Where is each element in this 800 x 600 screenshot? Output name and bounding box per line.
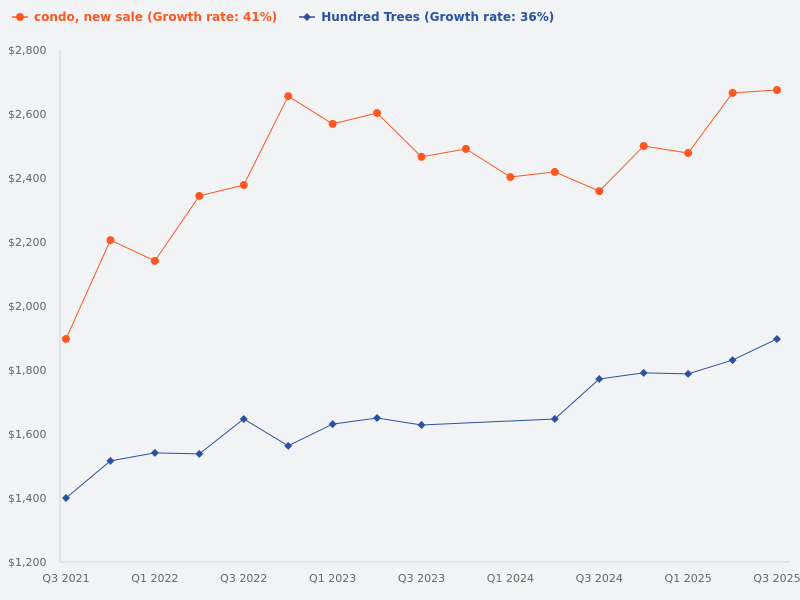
data-point[interactable]	[106, 236, 115, 245]
x-tick-label: Q3 2025	[753, 572, 800, 585]
y-tick-label: $2,400	[8, 172, 47, 185]
data-point[interactable]	[373, 414, 382, 422]
y-tick-label: $1,800	[8, 364, 47, 377]
data-point[interactable]	[62, 334, 70, 343]
data-point[interactable]	[195, 449, 204, 458]
y-tick-label: $1,600	[8, 428, 47, 441]
data-point[interactable]	[639, 368, 648, 377]
x-tick-label: Q1 2023	[309, 572, 356, 585]
y-tick-label: $1,200	[8, 556, 47, 569]
data-point[interactable]	[284, 441, 293, 450]
data-point[interactable]	[728, 356, 737, 365]
data-point[interactable]	[239, 181, 248, 190]
data-point[interactable]	[417, 421, 426, 430]
x-tick-label: Q1 2022	[131, 572, 178, 585]
circle-marker-icon	[12, 13, 28, 21]
data-point[interactable]	[328, 119, 337, 128]
legend: condo, new sale (Growth rate: 41%) Hundr…	[12, 10, 554, 24]
y-tick-label: $2,000	[8, 300, 47, 313]
data-point[interactable]	[106, 456, 115, 465]
legend-item-condo[interactable]: condo, new sale (Growth rate: 41%)	[12, 10, 277, 24]
x-tick-label: Q3 2021	[42, 572, 89, 585]
data-point[interactable]	[595, 374, 604, 383]
data-point[interactable]	[195, 191, 204, 200]
data-point[interactable]	[150, 448, 159, 457]
x-tick-label: Q3 2022	[220, 572, 267, 585]
y-tick-label: $2,200	[8, 236, 47, 249]
data-point[interactable]	[773, 86, 781, 94]
legend-label: condo, new sale (Growth rate: 41%)	[34, 10, 278, 24]
y-tick-label: $1,400	[8, 492, 47, 505]
data-point[interactable]	[550, 167, 559, 176]
data-point[interactable]	[284, 92, 293, 101]
x-tick-label: Q3 2024	[576, 572, 623, 585]
data-point[interactable]	[773, 334, 781, 343]
data-point[interactable]	[239, 414, 248, 423]
data-point[interactable]	[595, 187, 604, 196]
series-line	[65, 89, 778, 340]
legend-label: Hundred Trees (Growth rate: 36%)	[321, 10, 555, 24]
legend-item-hundred-trees[interactable]: Hundred Trees (Growth rate: 36%)	[299, 10, 554, 24]
data-point[interactable]	[550, 414, 559, 423]
series-line	[65, 338, 778, 499]
data-point[interactable]	[150, 256, 159, 265]
data-point[interactable]	[684, 149, 693, 158]
diamond-marker-icon	[299, 13, 316, 21]
x-tick-label: Q3 2023	[398, 572, 445, 585]
data-point[interactable]	[328, 420, 337, 429]
data-point[interactable]	[639, 142, 648, 150]
data-point[interactable]	[461, 144, 470, 153]
data-point[interactable]	[417, 152, 426, 161]
x-tick-label: Q1 2025	[665, 572, 712, 585]
data-point[interactable]	[373, 109, 382, 118]
y-tick-label: $2,600	[8, 108, 47, 121]
y-tick-label: $2,800	[8, 44, 47, 57]
data-point[interactable]	[506, 173, 515, 182]
x-tick-label: Q1 2024	[487, 572, 534, 585]
data-point[interactable]	[62, 494, 70, 502]
data-point[interactable]	[728, 88, 737, 97]
data-point[interactable]	[684, 369, 693, 378]
